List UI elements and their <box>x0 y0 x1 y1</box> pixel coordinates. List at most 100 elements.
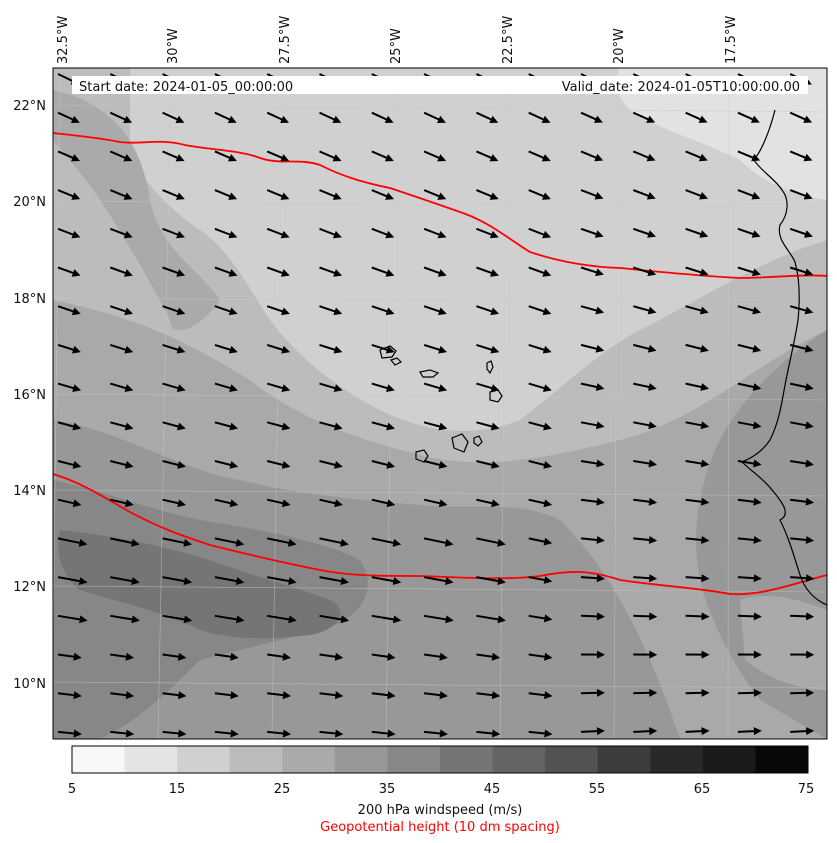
wind-arrow-head <box>71 307 81 316</box>
wind-arrow-head <box>227 115 237 123</box>
wind-arrow-head <box>386 422 395 431</box>
wind-arrow-shaft <box>110 421 129 429</box>
wind-arrow-head <box>340 577 350 586</box>
wind-arrow-head <box>701 650 710 659</box>
wind-arrow-head <box>648 497 658 506</box>
wind-arrow-shaft <box>57 498 77 505</box>
wind-arrow-shaft <box>528 653 548 659</box>
wind-arrow-shaft <box>110 537 135 545</box>
wind-arrow-head <box>490 460 500 469</box>
wind-arrow-shaft <box>580 729 601 733</box>
wind-arrow-shaft <box>109 305 129 314</box>
wind-arrow-shaft <box>476 576 502 583</box>
wind-arrow-head <box>491 691 501 700</box>
wind-arrow-head <box>229 499 239 508</box>
wind-arrow-shaft <box>580 421 600 427</box>
wind-arrow-head <box>805 535 815 544</box>
wind-arrow-head <box>235 577 245 586</box>
map-area <box>53 68 827 739</box>
colorbar-tick-label: 65 <box>694 782 711 797</box>
wind-arrow-shaft <box>214 150 233 160</box>
wind-arrow-head <box>333 269 343 277</box>
wind-arrow-head <box>805 497 815 506</box>
wind-arrow-shaft <box>319 614 345 621</box>
colorbar-tick-label: 5 <box>68 782 76 797</box>
wind-arrow-head <box>698 153 708 162</box>
wind-arrow-shaft <box>685 150 704 160</box>
wind-arrow-head <box>646 115 656 123</box>
latitude-labels: 22°N 20°N 18°N 16°N 14°N 12°N 10°N <box>13 99 46 692</box>
windspeed-fill-lightest-region <box>615 68 827 200</box>
wind-arrow-head <box>72 499 82 508</box>
wind-arrow-head <box>439 691 448 700</box>
wind-arrow-head <box>228 307 238 316</box>
wind-arrow-shaft <box>266 189 286 199</box>
valid-date-label: Valid_date: 2024-01-05T10:00:00.00 <box>562 80 800 95</box>
wind-arrow-head <box>701 612 710 621</box>
wind-arrow-shaft <box>162 343 182 352</box>
wind-arrow-shaft <box>110 614 136 621</box>
wind-arrow-shaft <box>528 692 548 697</box>
wind-arrow-head <box>439 652 448 661</box>
wind-arrow-shaft <box>685 460 705 465</box>
wind-arrow-shaft <box>790 421 810 427</box>
wind-arrow-head <box>543 422 552 431</box>
wind-arrow-shaft <box>267 576 292 583</box>
wind-arrow-shaft <box>580 614 601 618</box>
wind-arrow-shaft <box>475 111 495 122</box>
wind-arrow-shaft <box>423 150 442 160</box>
wind-arrow-head <box>385 269 395 277</box>
wind-arrow-shaft <box>162 537 188 545</box>
wind-arrow-head <box>384 115 394 123</box>
cape-verde-island-8 <box>415 449 429 463</box>
wind-arrow-head <box>335 729 344 738</box>
wind-arrow-head <box>594 192 604 200</box>
wind-arrow-head <box>387 729 396 738</box>
wind-arrow-head <box>647 344 657 353</box>
wind-arrow-head <box>543 652 553 661</box>
wind-arrow-shaft <box>266 537 292 545</box>
wind-arrow-shaft <box>423 266 443 275</box>
colorbar-ticks: 5 15 25 35 45 55 65 75 <box>68 782 814 797</box>
wind-arrow-head <box>228 230 238 239</box>
wind-arrow-head <box>123 230 133 239</box>
wind-arrow-head <box>176 384 186 392</box>
wind-arrow-shaft <box>214 266 234 275</box>
cape-verde-island-2 <box>389 357 403 366</box>
wind-arrow-head <box>753 650 762 659</box>
wind-arrow-head <box>595 306 605 315</box>
lat-label: 18°N <box>13 292 46 307</box>
wind-arrow-shaft <box>371 614 397 621</box>
wind-arrow-shaft <box>580 498 600 504</box>
cape-verde-island-4 <box>486 360 494 375</box>
wind-arrow-shaft <box>685 614 705 618</box>
wind-arrow-shaft <box>319 653 339 659</box>
wind-arrow-head <box>282 691 292 700</box>
wind-arrow-shaft <box>319 692 339 697</box>
wind-arrow-shaft <box>789 343 809 351</box>
wind-arrow-shaft <box>319 498 339 505</box>
wind-arrow-shaft <box>423 692 444 697</box>
wind-arrow-head <box>751 153 761 162</box>
wind-arrow-head <box>183 538 192 547</box>
wind-arrow-shaft <box>424 730 444 735</box>
wind-arrow-shaft <box>110 730 130 735</box>
wind-arrow-head <box>78 538 88 547</box>
wind-arrow-head <box>804 230 813 238</box>
wind-arrow-shaft <box>789 227 809 236</box>
wind-arrow-shaft <box>632 111 652 122</box>
geopotential-contour-north <box>53 132 827 279</box>
wind-arrow-shaft <box>110 382 129 390</box>
wind-arrow-shaft <box>423 227 443 237</box>
cape-verde-island-6 <box>451 433 469 453</box>
wind-arrow-shaft <box>685 189 704 198</box>
wind-arrow-head <box>647 230 656 238</box>
wind-arrow-head <box>596 459 605 468</box>
wind-arrow-shaft <box>266 150 286 160</box>
wind-arrow-head <box>753 459 762 468</box>
wind-arrow-head <box>753 574 762 583</box>
wind-arrow-shaft <box>109 150 129 160</box>
wind-arrow-head <box>438 384 448 392</box>
wind-arrow-shaft <box>528 305 548 314</box>
wind-arrow-shaft <box>632 150 652 160</box>
